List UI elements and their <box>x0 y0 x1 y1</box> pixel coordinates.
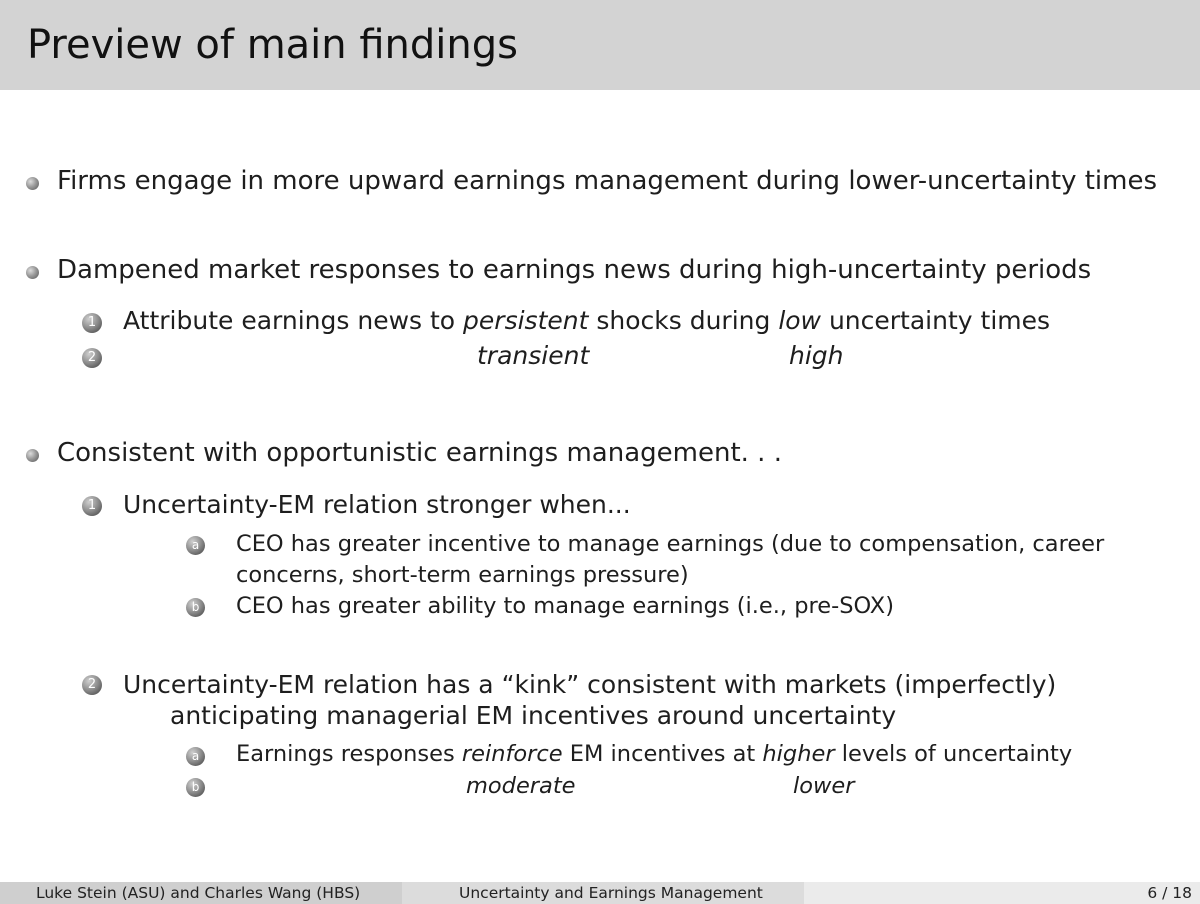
subitem-text: anticipating managerial EM incentives ar… <box>170 701 897 730</box>
emphasis: reinforce <box>461 741 563 767</box>
bullet-text: Firms engage in more upward earnings man… <box>57 166 1158 196</box>
bullet-icon <box>26 449 39 462</box>
subsubitem-text: CEO has greater ability to manage earnin… <box>236 593 894 619</box>
emphasis: lower <box>793 773 855 799</box>
enumerate-b-icon: b <box>186 778 205 797</box>
bullet-icon <box>26 266 39 279</box>
title-bar: Preview of main findings <box>0 0 1200 90</box>
emphasis: low <box>778 306 822 335</box>
enumerate-1-icon: 1 <box>82 496 102 516</box>
subitem-text: Uncertainty-EM relation stronger when... <box>123 490 631 519</box>
enumerate-2-icon: 2 <box>82 348 102 368</box>
page-number: 6 / 18 <box>1147 884 1192 902</box>
subsubitem-text: CEO has greater incentive to manage earn… <box>236 531 1105 557</box>
text-segment: uncertainty times <box>821 306 1051 335</box>
bullet-text: Consistent with opportunistic earnings m… <box>57 438 782 468</box>
footer-authors-text: Luke Stein (ASU) and Charles Wang (HBS) <box>36 884 361 902</box>
emphasis: high <box>789 341 844 370</box>
subitem-text: Uncertainty-EM relation has a “kink” con… <box>123 670 1057 699</box>
enumerate-b-icon: b <box>186 598 205 617</box>
footer-page: 6 / 18 <box>804 882 1200 904</box>
subsubitem-text: Earnings responses reinforce EM incentiv… <box>236 741 1072 767</box>
enumerate-a-icon: a <box>186 747 205 766</box>
enumerate-2-icon: 2 <box>82 675 102 695</box>
text-segment: levels of uncertainty <box>834 741 1073 767</box>
text-segment: EM incentives at <box>562 741 763 767</box>
emphasis: persistent <box>463 306 589 335</box>
bullet-icon <box>26 177 39 190</box>
emphasis: transient <box>477 341 590 370</box>
enumerate-a-icon: a <box>186 536 205 555</box>
text-segment: shocks during <box>588 306 779 335</box>
text-segment: Attribute earnings news to <box>123 306 464 335</box>
footer-title: Uncertainty and Earnings Management <box>402 882 804 904</box>
subsubitem-text: concerns, short-term earnings pressure) <box>236 562 689 588</box>
emphasis: higher <box>762 741 835 767</box>
emphasis: moderate <box>466 773 576 799</box>
footer-authors: Luke Stein (ASU) and Charles Wang (HBS) <box>0 882 402 904</box>
slide-title: Preview of main findings <box>27 22 518 68</box>
bullet-text: Dampened market responses to earnings ne… <box>57 255 1092 285</box>
footer-title-text: Uncertainty and Earnings Management <box>459 884 763 902</box>
footer: Luke Stein (ASU) and Charles Wang (HBS) … <box>0 882 1200 904</box>
enumerate-1-icon: 1 <box>82 313 102 333</box>
text-segment: Earnings responses <box>236 741 462 767</box>
subitem-text: Attribute earnings news to persistent sh… <box>123 306 1050 335</box>
